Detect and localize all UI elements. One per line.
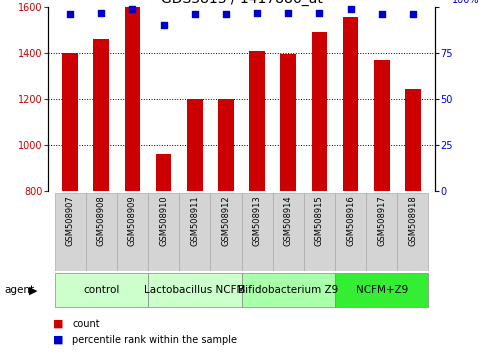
- Bar: [405, 89, 421, 191]
- Text: agent: agent: [5, 285, 35, 295]
- Text: Bifidobacterium Z9: Bifidobacterium Z9: [238, 285, 339, 295]
- Bar: [55, 193, 85, 271]
- Text: control: control: [83, 285, 119, 295]
- Bar: [374, 60, 389, 191]
- Text: GSM508909: GSM508909: [128, 195, 137, 246]
- Text: GSM508913: GSM508913: [253, 195, 262, 246]
- Bar: [94, 39, 109, 191]
- Text: GSM508907: GSM508907: [66, 195, 74, 246]
- Text: GSM508916: GSM508916: [346, 195, 355, 246]
- Point: [378, 12, 385, 17]
- Bar: [55, 273, 148, 307]
- Bar: [398, 193, 428, 271]
- Point: [284, 10, 292, 16]
- Point: [409, 12, 417, 17]
- Bar: [281, 54, 296, 191]
- Bar: [242, 273, 335, 307]
- Bar: [304, 193, 335, 271]
- Point: [347, 6, 355, 12]
- Bar: [148, 193, 179, 271]
- Bar: [125, 7, 140, 191]
- Text: GSM508914: GSM508914: [284, 195, 293, 246]
- Text: ■: ■: [53, 335, 64, 344]
- Bar: [242, 193, 273, 271]
- Bar: [335, 273, 428, 307]
- Bar: [179, 193, 210, 271]
- Bar: [312, 32, 327, 191]
- Text: count: count: [72, 319, 100, 329]
- Bar: [156, 154, 171, 191]
- Text: GSM508911: GSM508911: [190, 195, 199, 246]
- Bar: [218, 99, 234, 191]
- Point: [66, 12, 74, 17]
- Text: GSM508912: GSM508912: [221, 195, 230, 246]
- Bar: [210, 193, 242, 271]
- Text: ▶: ▶: [29, 285, 38, 295]
- Point: [315, 10, 323, 16]
- Point: [191, 12, 199, 17]
- Bar: [249, 51, 265, 191]
- Bar: [62, 53, 78, 191]
- Bar: [148, 273, 242, 307]
- Text: GSM508910: GSM508910: [159, 195, 168, 246]
- Bar: [117, 193, 148, 271]
- Point: [253, 10, 261, 16]
- Text: GSM508917: GSM508917: [377, 195, 386, 246]
- Point: [128, 6, 136, 12]
- Point: [98, 10, 105, 16]
- Bar: [187, 99, 202, 191]
- Text: NCFM+Z9: NCFM+Z9: [355, 285, 408, 295]
- Bar: [366, 193, 398, 271]
- Point: [160, 23, 168, 28]
- Text: GSM508908: GSM508908: [97, 195, 106, 246]
- Text: Lactobacillus NCFM: Lactobacillus NCFM: [144, 285, 245, 295]
- Bar: [273, 193, 304, 271]
- Text: percentile rank within the sample: percentile rank within the sample: [72, 335, 238, 344]
- Bar: [335, 193, 366, 271]
- Point: [222, 12, 230, 17]
- Y-axis label: 100%: 100%: [452, 0, 479, 5]
- Bar: [85, 193, 117, 271]
- Text: GSM508918: GSM508918: [409, 195, 417, 246]
- Text: GSM508915: GSM508915: [315, 195, 324, 246]
- Bar: [343, 17, 358, 191]
- Text: ■: ■: [53, 319, 64, 329]
- Title: GDS3813 / 1417886_at: GDS3813 / 1417886_at: [160, 0, 323, 6]
